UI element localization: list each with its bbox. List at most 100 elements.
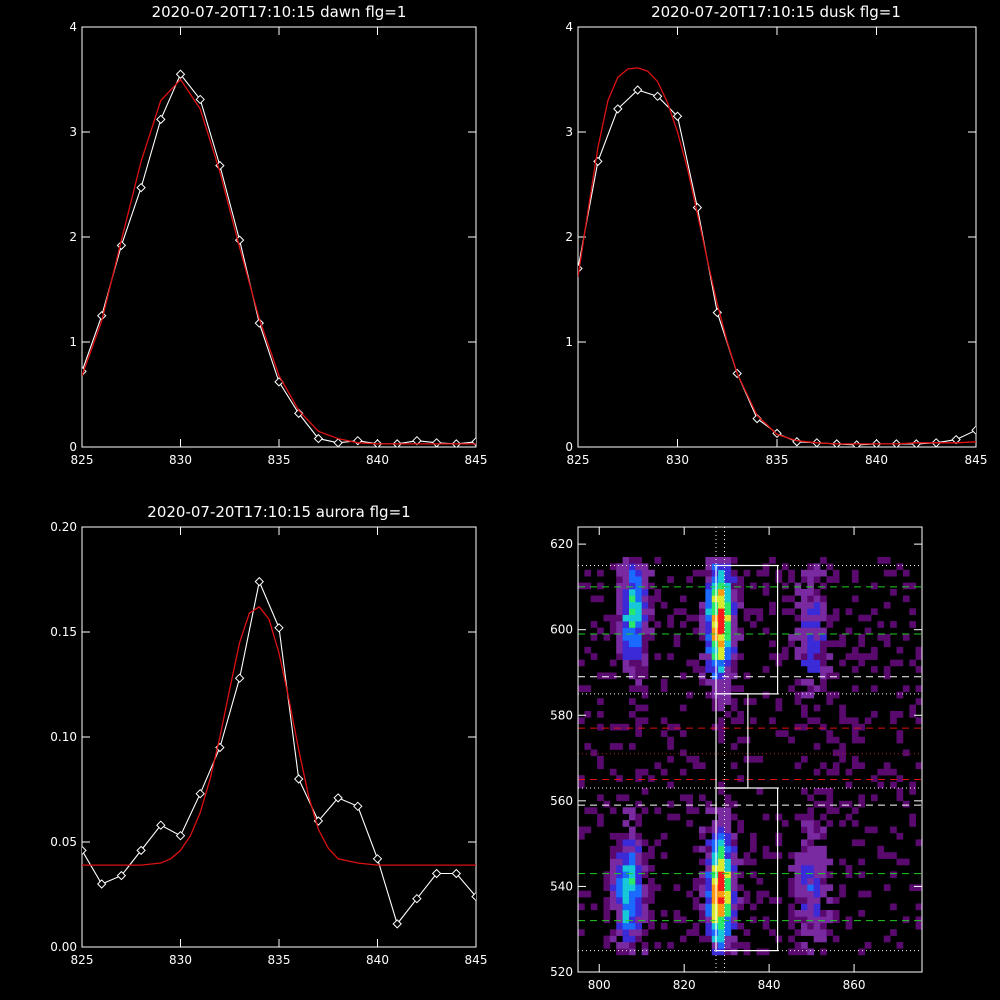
heatmap-cell bbox=[724, 691, 732, 699]
heatmap-cell bbox=[730, 582, 738, 590]
heatmap-cell bbox=[603, 672, 611, 680]
heatmap-cell bbox=[871, 666, 878, 673]
heatmap-cell bbox=[667, 614, 674, 622]
heatmap-cell bbox=[737, 601, 744, 609]
heatmap-cell bbox=[724, 621, 732, 628]
heatmap-cell bbox=[820, 813, 827, 821]
heatmap-cell bbox=[801, 595, 808, 603]
heatmap-cell bbox=[902, 749, 910, 757]
heatmap-cell bbox=[718, 646, 725, 654]
heatmap-cell bbox=[699, 826, 706, 834]
heatmap-cell bbox=[686, 755, 693, 763]
heatmap-cell bbox=[915, 916, 923, 924]
heatmap-cell bbox=[737, 576, 744, 583]
heatmap-cell bbox=[641, 884, 649, 891]
heatmap-cell bbox=[915, 884, 923, 891]
heatmap-cell bbox=[590, 634, 598, 641]
heatmap-cell bbox=[635, 640, 642, 648]
heatmap-cell bbox=[794, 916, 802, 924]
heatmap-cell bbox=[648, 877, 655, 885]
heatmap-cell bbox=[597, 595, 604, 603]
heatmap-cell bbox=[622, 621, 630, 628]
heatmap-cell bbox=[641, 672, 649, 680]
heatmap-cell bbox=[724, 929, 732, 936]
heatmap-cell bbox=[845, 916, 853, 924]
heatmap-cell bbox=[858, 659, 865, 667]
heatmap-cell bbox=[730, 871, 738, 879]
heatmap-cell bbox=[820, 935, 827, 943]
heatmap-cell bbox=[648, 601, 655, 609]
heatmap-cell bbox=[629, 807, 636, 814]
data-point bbox=[851, 440, 862, 447]
heatmap-cell bbox=[609, 845, 617, 853]
heatmap-cell bbox=[877, 621, 885, 628]
heatmap-cell bbox=[813, 852, 821, 859]
heatmap-cell bbox=[883, 935, 891, 943]
heatmap-cell bbox=[820, 948, 827, 956]
heatmap-cell bbox=[705, 557, 713, 564]
data-point bbox=[234, 673, 245, 683]
heatmap-cell bbox=[883, 852, 891, 859]
heatmap-cell bbox=[648, 910, 655, 917]
data-point bbox=[951, 434, 961, 445]
heatmap-cell bbox=[603, 916, 611, 924]
heatmap-cell bbox=[724, 852, 732, 859]
x-tick-label: 830 bbox=[169, 953, 192, 967]
plot-area bbox=[82, 576, 476, 929]
y-tick-label: 560 bbox=[550, 794, 573, 808]
heatmap-cell bbox=[813, 614, 821, 622]
heatmap-cell bbox=[743, 614, 751, 622]
heatmap-cell bbox=[781, 563, 789, 571]
heatmap-cell bbox=[609, 897, 617, 904]
heatmap-cell bbox=[801, 877, 808, 885]
heatmap-cell bbox=[705, 852, 713, 859]
heatmap-cell bbox=[820, 884, 827, 891]
heatmap-cell bbox=[616, 858, 623, 866]
heatmap-cell bbox=[679, 621, 687, 628]
heatmap-cell bbox=[794, 865, 802, 872]
heatmap-cell bbox=[807, 621, 814, 628]
heatmap-cell bbox=[832, 897, 840, 904]
heatmap-cell bbox=[743, 858, 751, 866]
heatmap-cell bbox=[730, 614, 738, 622]
heatmap-cell bbox=[635, 903, 642, 911]
heatmap-cell bbox=[737, 884, 744, 891]
heatmap-cell bbox=[711, 807, 719, 814]
heatmap-cell bbox=[826, 730, 834, 737]
heatmap-cell bbox=[820, 608, 827, 615]
heatmap-cell bbox=[794, 929, 802, 936]
heatmap-cell bbox=[635, 589, 642, 596]
heatmap-cell bbox=[679, 935, 687, 943]
heatmap-cell bbox=[654, 762, 662, 769]
heatmap-cell bbox=[686, 800, 693, 808]
heatmap-cell bbox=[756, 614, 764, 622]
heatmap-cell bbox=[648, 922, 655, 930]
heatmap-cell bbox=[622, 723, 630, 731]
heatmap-cell bbox=[820, 672, 827, 680]
heatmap-cell bbox=[858, 640, 865, 648]
heatmap-cell bbox=[762, 813, 770, 821]
heatmap-cell bbox=[635, 595, 642, 603]
heatmap-cell bbox=[711, 563, 719, 571]
heatmap-cell bbox=[641, 717, 649, 725]
heatmap-cell bbox=[896, 646, 904, 654]
data-point bbox=[632, 85, 643, 95]
heatmap-cell bbox=[597, 723, 604, 731]
heatmap-cell bbox=[820, 890, 827, 898]
heatmap-cell bbox=[724, 942, 732, 949]
heatmap-cell bbox=[718, 865, 725, 872]
heatmap-cell bbox=[718, 627, 725, 635]
heatmap-cell bbox=[660, 678, 668, 686]
heatmap-cell bbox=[724, 614, 732, 622]
heatmap-cell bbox=[635, 884, 642, 891]
heatmap-cell bbox=[635, 627, 642, 635]
heatmap-cell bbox=[654, 884, 662, 891]
heatmap-cell bbox=[788, 890, 795, 898]
heatmap-cell bbox=[813, 865, 821, 872]
heatmap-cell bbox=[622, 557, 630, 564]
heatmap-cell bbox=[679, 704, 687, 712]
heatmap-cell bbox=[711, 653, 719, 660]
heatmap-cell bbox=[711, 678, 719, 686]
heatmap-cell bbox=[781, 595, 789, 603]
fit-line bbox=[578, 67, 976, 445]
